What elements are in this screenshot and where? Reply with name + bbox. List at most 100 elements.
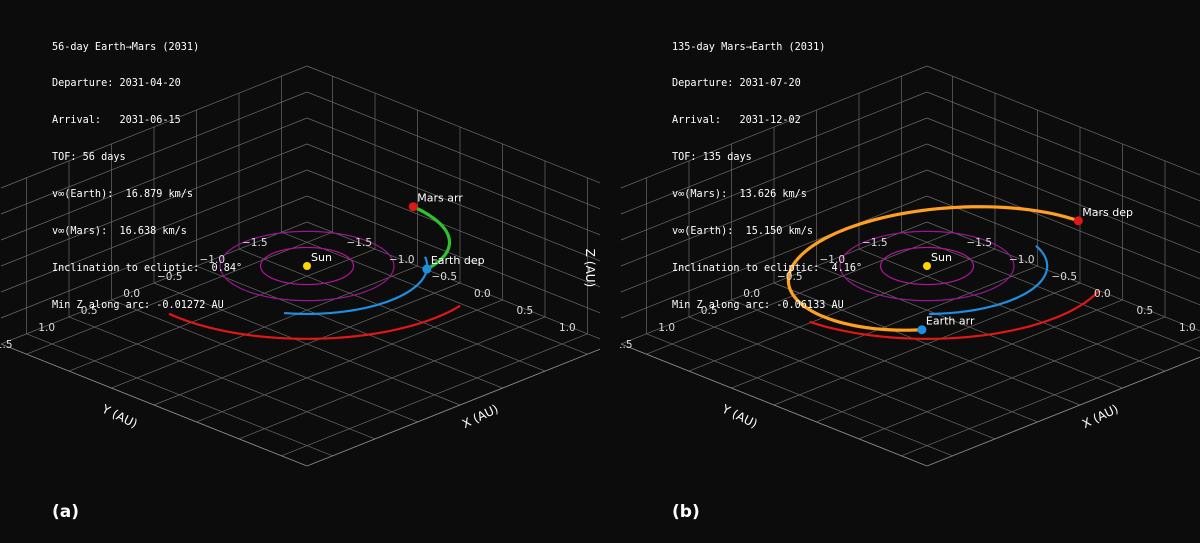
info-line: TOF: 56 days [52, 152, 126, 164]
point-marker [1073, 216, 1083, 226]
info-box-a: 56-day Earth→Mars (2031) Departure: 2031… [52, 17, 242, 337]
grid-line [306, 91, 600, 210]
grid-line [238, 316, 546, 440]
info-line: Min Z along arc: -0.01272 AU [52, 299, 224, 311]
grid-line [306, 65, 600, 184]
orbit-mercury [259, 246, 355, 286]
point-marker [408, 202, 418, 212]
info-line: v∞(Earth): 15.150 km/s [672, 226, 814, 238]
orbit-venus [839, 230, 1015, 302]
x-tick-label: −1.0 [1009, 254, 1035, 266]
grid-lines [620, 65, 1200, 467]
axis-labels: Y (AU) X (AU) [719, 401, 1121, 431]
info-line: v∞(Earth): 16.879 km/s [52, 189, 194, 201]
grid-line [0, 117, 308, 241]
axis-edge [306, 348, 600, 467]
markers: Sun Mars dep Earth arr [917, 206, 1133, 335]
axis-edge [620, 343, 928, 467]
plot-3d-a: Sun Earth dep Mars arr −1.5 −1.5 −1.0 −1.0 −0.5… [0, 65, 600, 467]
x-tick-label: 0.5 [1137, 305, 1154, 317]
orbit-earth [929, 244, 1049, 316]
plot-3d-b: Sun Mars dep Earth arr −1.5 −1.5 −1.0 −1.0 −0.5… [620, 65, 1200, 467]
y-tick-label: 0.5 [81, 305, 98, 317]
x-tick-label: −0.5 [1052, 271, 1078, 283]
info-line: Arrival: 2031-12-02 [672, 115, 801, 127]
grid-line [0, 65, 308, 189]
grid-line [153, 282, 461, 406]
grid-lines [0, 65, 600, 467]
grid-line [306, 117, 600, 236]
y-axis-label: Y (AU) [99, 401, 140, 430]
point-label: Mars arr [417, 192, 463, 205]
transfer [786, 205, 1080, 332]
x-tick-label: 0.0 [1094, 288, 1111, 300]
y-tick-label: 1.0 [38, 322, 55, 334]
grid-line [926, 65, 1200, 176]
orbit-mercury [879, 246, 975, 286]
grid-line [926, 221, 1200, 332]
grid-line [306, 221, 600, 340]
grid-line [620, 169, 928, 293]
info-line: v∞(Mars): 16.638 km/s [52, 226, 187, 238]
grid-line [0, 221, 308, 345]
info-line: Inclination to ecliptic: 4.16° [672, 262, 863, 274]
panel-a: Sun Earth dep Mars arr −1.5 −1.5 −1.0 −1.0 −0.5… [0, 17, 600, 522]
point-marker [422, 264, 432, 274]
grid-line [26, 333, 333, 457]
y-tick-label: −1.5 [242, 237, 268, 249]
info-box-b: 135-day Mars→Earth (2031) Departure: 203… [672, 17, 862, 337]
grid-line [901, 336, 1200, 457]
y-tick-label: −0.5 [777, 271, 803, 283]
y-axis-label: Y (AU) [719, 401, 760, 430]
sun-marker [923, 262, 931, 270]
sun-marker [303, 262, 311, 270]
panel-label-a: (a) [52, 502, 80, 522]
grid-line [731, 299, 1038, 423]
grid-line [620, 91, 928, 215]
orbits [168, 230, 461, 340]
y-tick-label: 0.0 [743, 288, 760, 300]
panel-b: Sun Mars dep Earth arr −1.5 −1.5 −1.0 −1.0 −0.5… [620, 0, 1200, 543]
info-line: TOF: 135 days [672, 152, 752, 164]
point-label: Sun [931, 251, 952, 264]
point-label: Mars dep [1082, 206, 1133, 219]
y-tick-label: −1.5 [862, 237, 888, 249]
point-label: Earth arr [926, 315, 975, 328]
grid-line [926, 169, 1200, 280]
y-tick-label: −1.0 [820, 254, 846, 266]
x-axis-label: X (AU) [460, 402, 501, 431]
grid-line [0, 169, 308, 293]
grid-line [0, 91, 308, 215]
grid-line [858, 316, 1166, 440]
orbit-mars [168, 304, 461, 340]
x-tick-label: 0.5 [517, 305, 534, 317]
transfer [411, 205, 452, 271]
x-tick-label: −1.5 [347, 237, 373, 249]
y-tick-label: 0.0 [123, 288, 140, 300]
grid-line [620, 65, 928, 189]
x-tick-label: −1.0 [389, 254, 415, 266]
x-tick-label: 1.0 [559, 322, 576, 334]
info-line: 56-day Earth→Mars (2031) [52, 41, 200, 53]
grid-line [926, 91, 1200, 202]
transfer-arc [786, 205, 1080, 332]
y-tick-label: 1.5 [620, 339, 633, 351]
x-tick-label: −0.5 [432, 271, 458, 283]
tick-labels: −1.5 −1.5 −1.0 −1.0 −0.5 −0.5 0.0 0.0 0.5 0.5 1.0 1… [0, 237, 576, 351]
y-tick-label: −0.5 [157, 271, 183, 283]
grid-line [0, 195, 308, 319]
grid-line [306, 169, 600, 288]
transfer-arc [411, 205, 452, 271]
point-label: Earth dep [431, 254, 485, 267]
z-axis-label: Z (AU) [583, 249, 597, 287]
grid-line [926, 117, 1200, 228]
info-line: Departure: 2031-07-20 [672, 78, 801, 90]
grid-line [926, 143, 1200, 254]
y-tick-label: 1.5 [0, 339, 13, 351]
grid-line [0, 143, 308, 267]
grid-line [620, 143, 928, 267]
axis-edge [0, 343, 308, 467]
markers: Sun Earth dep Mars arr [303, 192, 485, 274]
point-marker [917, 325, 927, 335]
orbit-venus [219, 230, 395, 302]
